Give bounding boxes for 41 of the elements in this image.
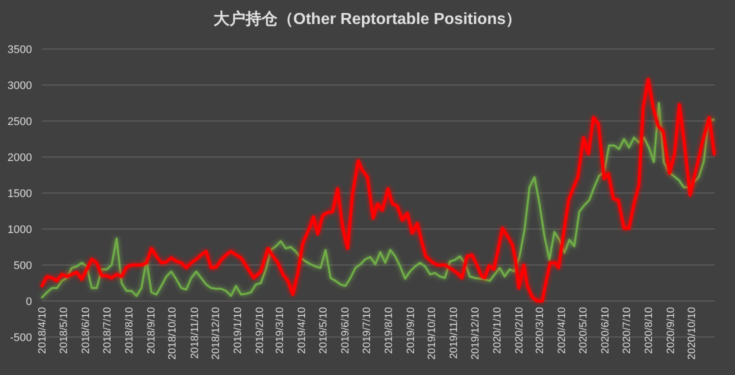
x-tick-label: 2018/12/10 bbox=[210, 306, 222, 360]
x-tick-label: 2019/2/10 bbox=[254, 306, 266, 354]
y-tick-label: -500 bbox=[10, 332, 32, 344]
x-tick-label: 2020/10/10 bbox=[686, 306, 698, 360]
y-tick-label: 1500 bbox=[8, 188, 32, 200]
x-tick-label: 2020/2/10 bbox=[514, 306, 526, 354]
x-tick-label: 2020/6/10 bbox=[600, 306, 612, 354]
x-tick-label: 2019/1/10 bbox=[232, 306, 244, 354]
x-tick-label: 2018/6/10 bbox=[80, 306, 92, 354]
y-tick-label: 2500 bbox=[8, 116, 32, 128]
x-tick-label: 2019/12/10 bbox=[469, 306, 482, 360]
y-tick-label: 0 bbox=[26, 296, 32, 308]
x-tick-label: 2020/9/10 bbox=[664, 306, 677, 354]
x-tick-label: 2018/5/10 bbox=[58, 306, 70, 354]
x-tick-label: 2020/4/10 bbox=[556, 306, 568, 354]
x-tick-label: 2018/4/10 bbox=[36, 306, 49, 354]
x-tick-label: 2019/3/10 bbox=[274, 306, 286, 354]
y-tick-label: 500 bbox=[14, 260, 32, 272]
x-tick-label: 2019/10/10 bbox=[426, 306, 438, 360]
x-tick-label: 2019/6/10 bbox=[339, 306, 352, 354]
x-tick-label: 2020/8/10 bbox=[642, 306, 655, 354]
y-tick-label: 1000 bbox=[8, 224, 32, 236]
chart-title: 大户持仓（Other Reptortable Positions） bbox=[213, 10, 522, 28]
y-tick-label: 3000 bbox=[8, 80, 32, 92]
x-tick-label: 2019/4/10 bbox=[296, 306, 308, 354]
x-tick-label: 2018/10/10 bbox=[166, 306, 179, 360]
x-tick-label: 2018/8/10 bbox=[123, 306, 136, 354]
x-tick-label: 2018/9/10 bbox=[145, 306, 158, 354]
x-tick-label: 2020/1/10 bbox=[492, 306, 504, 354]
x-tick-label: 2019/5/10 bbox=[317, 306, 330, 354]
x-tick-label: 2019/7/10 bbox=[360, 306, 373, 354]
y-tick-label: 2000 bbox=[8, 152, 32, 164]
x-tick-label: 2020/7/10 bbox=[620, 306, 633, 354]
y-tick-label: 3500 bbox=[8, 44, 32, 56]
x-tick-label: 2018/7/10 bbox=[101, 306, 114, 354]
x-tick-label: 2019/9/10 bbox=[404, 306, 417, 354]
x-tick-label: 2019/11/10 bbox=[448, 306, 460, 359]
x-tick-label: 2020/3/10 bbox=[534, 306, 546, 354]
x-tick-label: 2020/5/10 bbox=[577, 306, 590, 354]
x-tick-label: 2018/11/10 bbox=[188, 306, 201, 359]
x-tick-label: 2019/8/10 bbox=[382, 306, 395, 354]
